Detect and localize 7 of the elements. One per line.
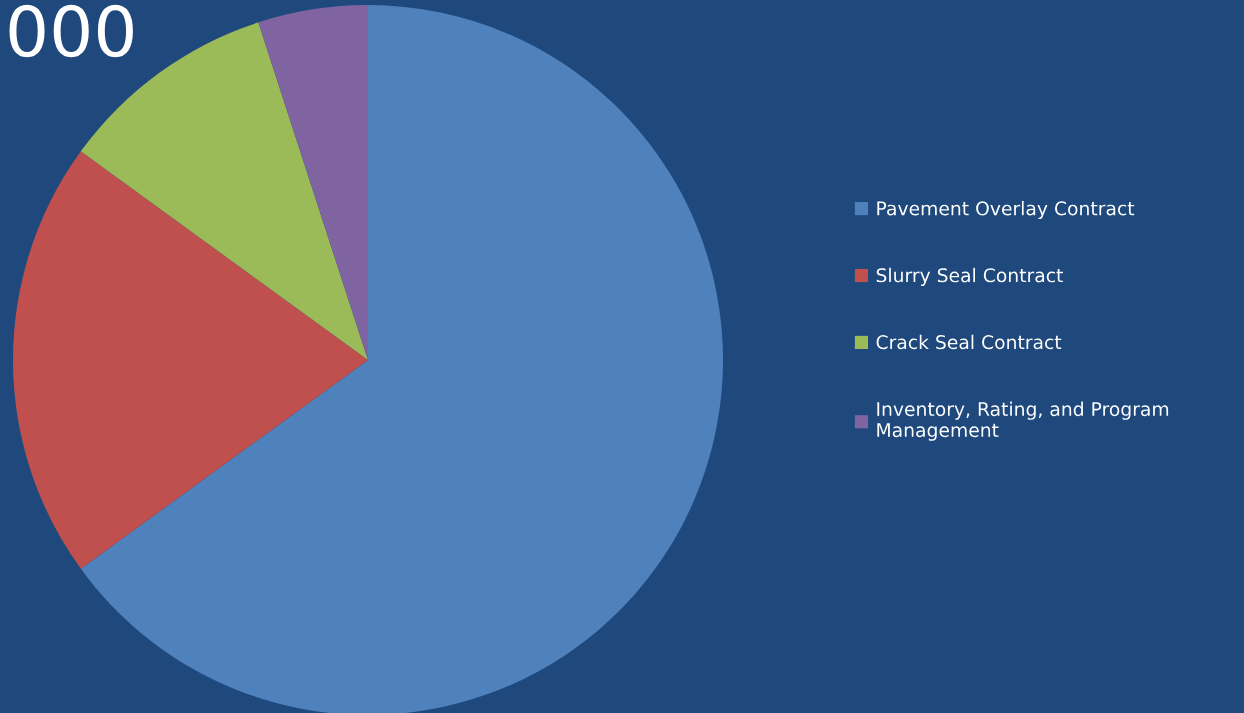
legend-label: Slurry Seal Contract <box>876 267 1063 286</box>
pie-slice <box>13 151 368 569</box>
legend-label: Inventory, Rating, and Program Management <box>877 401 1169 441</box>
legend-label: Pavement Overlay Contract <box>877 200 1135 220</box>
legend-label: Crack Seal Contract <box>876 334 1062 350</box>
pie-slice <box>258 5 368 360</box>
chart-title: 000 <box>9 4 133 58</box>
